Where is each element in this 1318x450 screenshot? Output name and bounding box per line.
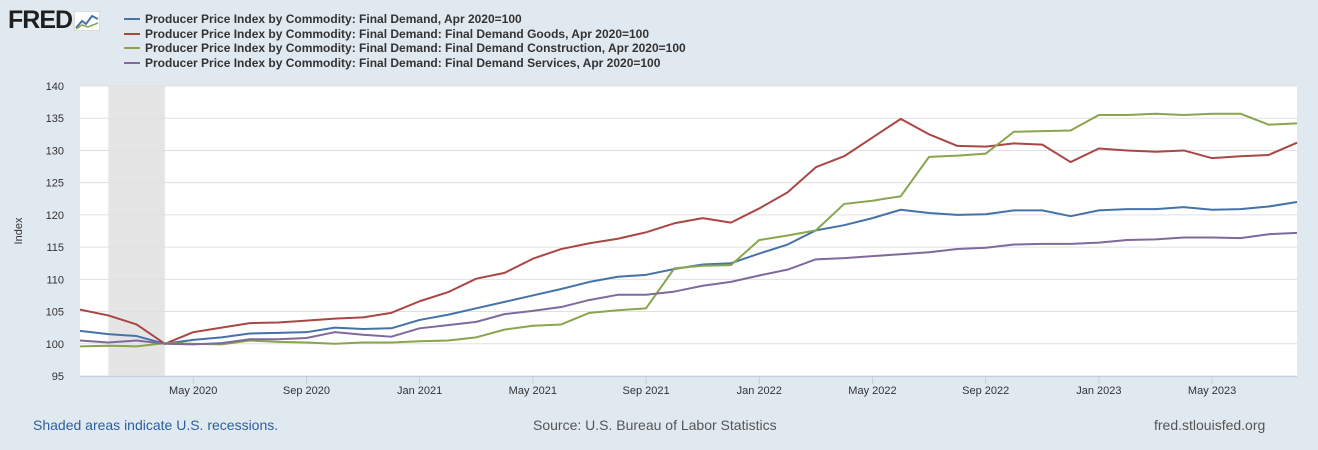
x-tick-label: May 2021 — [509, 385, 557, 397]
x-tick-label: May 2022 — [848, 385, 896, 397]
x-tick-label: Jan 2022 — [737, 385, 782, 397]
y-tick-label: 110 — [46, 274, 64, 286]
y-tick-label: 135 — [46, 113, 64, 125]
series-line-3 — [79, 231, 1298, 346]
legend-item[interactable]: Producer Price Index by Commodity: Final… — [124, 27, 686, 42]
logo-text: FRED — [8, 6, 73, 34]
series-line-2 — [79, 112, 1298, 348]
legend-label: Producer Price Index by Commodity: Final… — [145, 12, 522, 27]
x-tick-label: Sep 2022 — [962, 385, 1009, 397]
chart-logo-icon — [74, 10, 101, 31]
legend: Producer Price Index by Commodity: Final… — [124, 12, 686, 70]
legend-item[interactable]: Producer Price Index by Commodity: Final… — [124, 12, 686, 27]
y-tick-label: 100 — [46, 339, 64, 351]
y-tick-label: 125 — [46, 178, 64, 190]
legend-swatch — [124, 61, 140, 64]
source-note: Source: U.S. Bureau of Labor Statistics — [533, 417, 777, 433]
x-tick-label: Jan 2021 — [397, 385, 442, 397]
legend-label: Producer Price Index by Commodity: Final… — [145, 55, 661, 70]
x-tick-label: Jan 2023 — [1076, 385, 1121, 397]
legend-swatch — [124, 18, 140, 21]
legend-item[interactable]: Producer Price Index by Commodity: Final… — [124, 56, 686, 71]
x-tick-label: Sep 2020 — [283, 385, 330, 397]
x-tick-label: May 2023 — [1188, 385, 1236, 397]
y-tick-label: 105 — [46, 307, 64, 319]
y-tick-label: 140 — [46, 81, 64, 93]
x-tick-label: Sep 2021 — [622, 385, 669, 397]
plot-area — [80, 86, 1297, 376]
legend-label: Producer Price Index by Commodity: Final… — [145, 26, 650, 41]
line-chart: 95 100 105 110 115 120 125 130 135 140 May 2020 Sep… — [13, 81, 1298, 397]
legend-swatch — [124, 32, 140, 35]
x-tick-label: May 2020 — [169, 385, 217, 397]
recession-note: Shaded areas indicate U.S. recessions. — [33, 417, 279, 433]
legend-item[interactable]: Producer Price Index by Commodity: Final… — [124, 41, 686, 56]
y-tick-label: 95 — [52, 371, 64, 383]
legend-label: Producer Price Index by Commodity: Final… — [145, 41, 686, 56]
series-line-1 — [79, 117, 1298, 345]
y-tick-label: 130 — [46, 145, 64, 157]
y-tick-label: 120 — [46, 210, 64, 222]
recession-shading — [108, 86, 165, 376]
y-tick-label: 115 — [46, 242, 64, 254]
site-link[interactable]: fred.stlouisfed.org — [1154, 417, 1266, 433]
fred-logo[interactable]: FRED — [8, 6, 101, 35]
legend-swatch — [124, 47, 140, 50]
y-axis-label: Index — [13, 217, 25, 244]
